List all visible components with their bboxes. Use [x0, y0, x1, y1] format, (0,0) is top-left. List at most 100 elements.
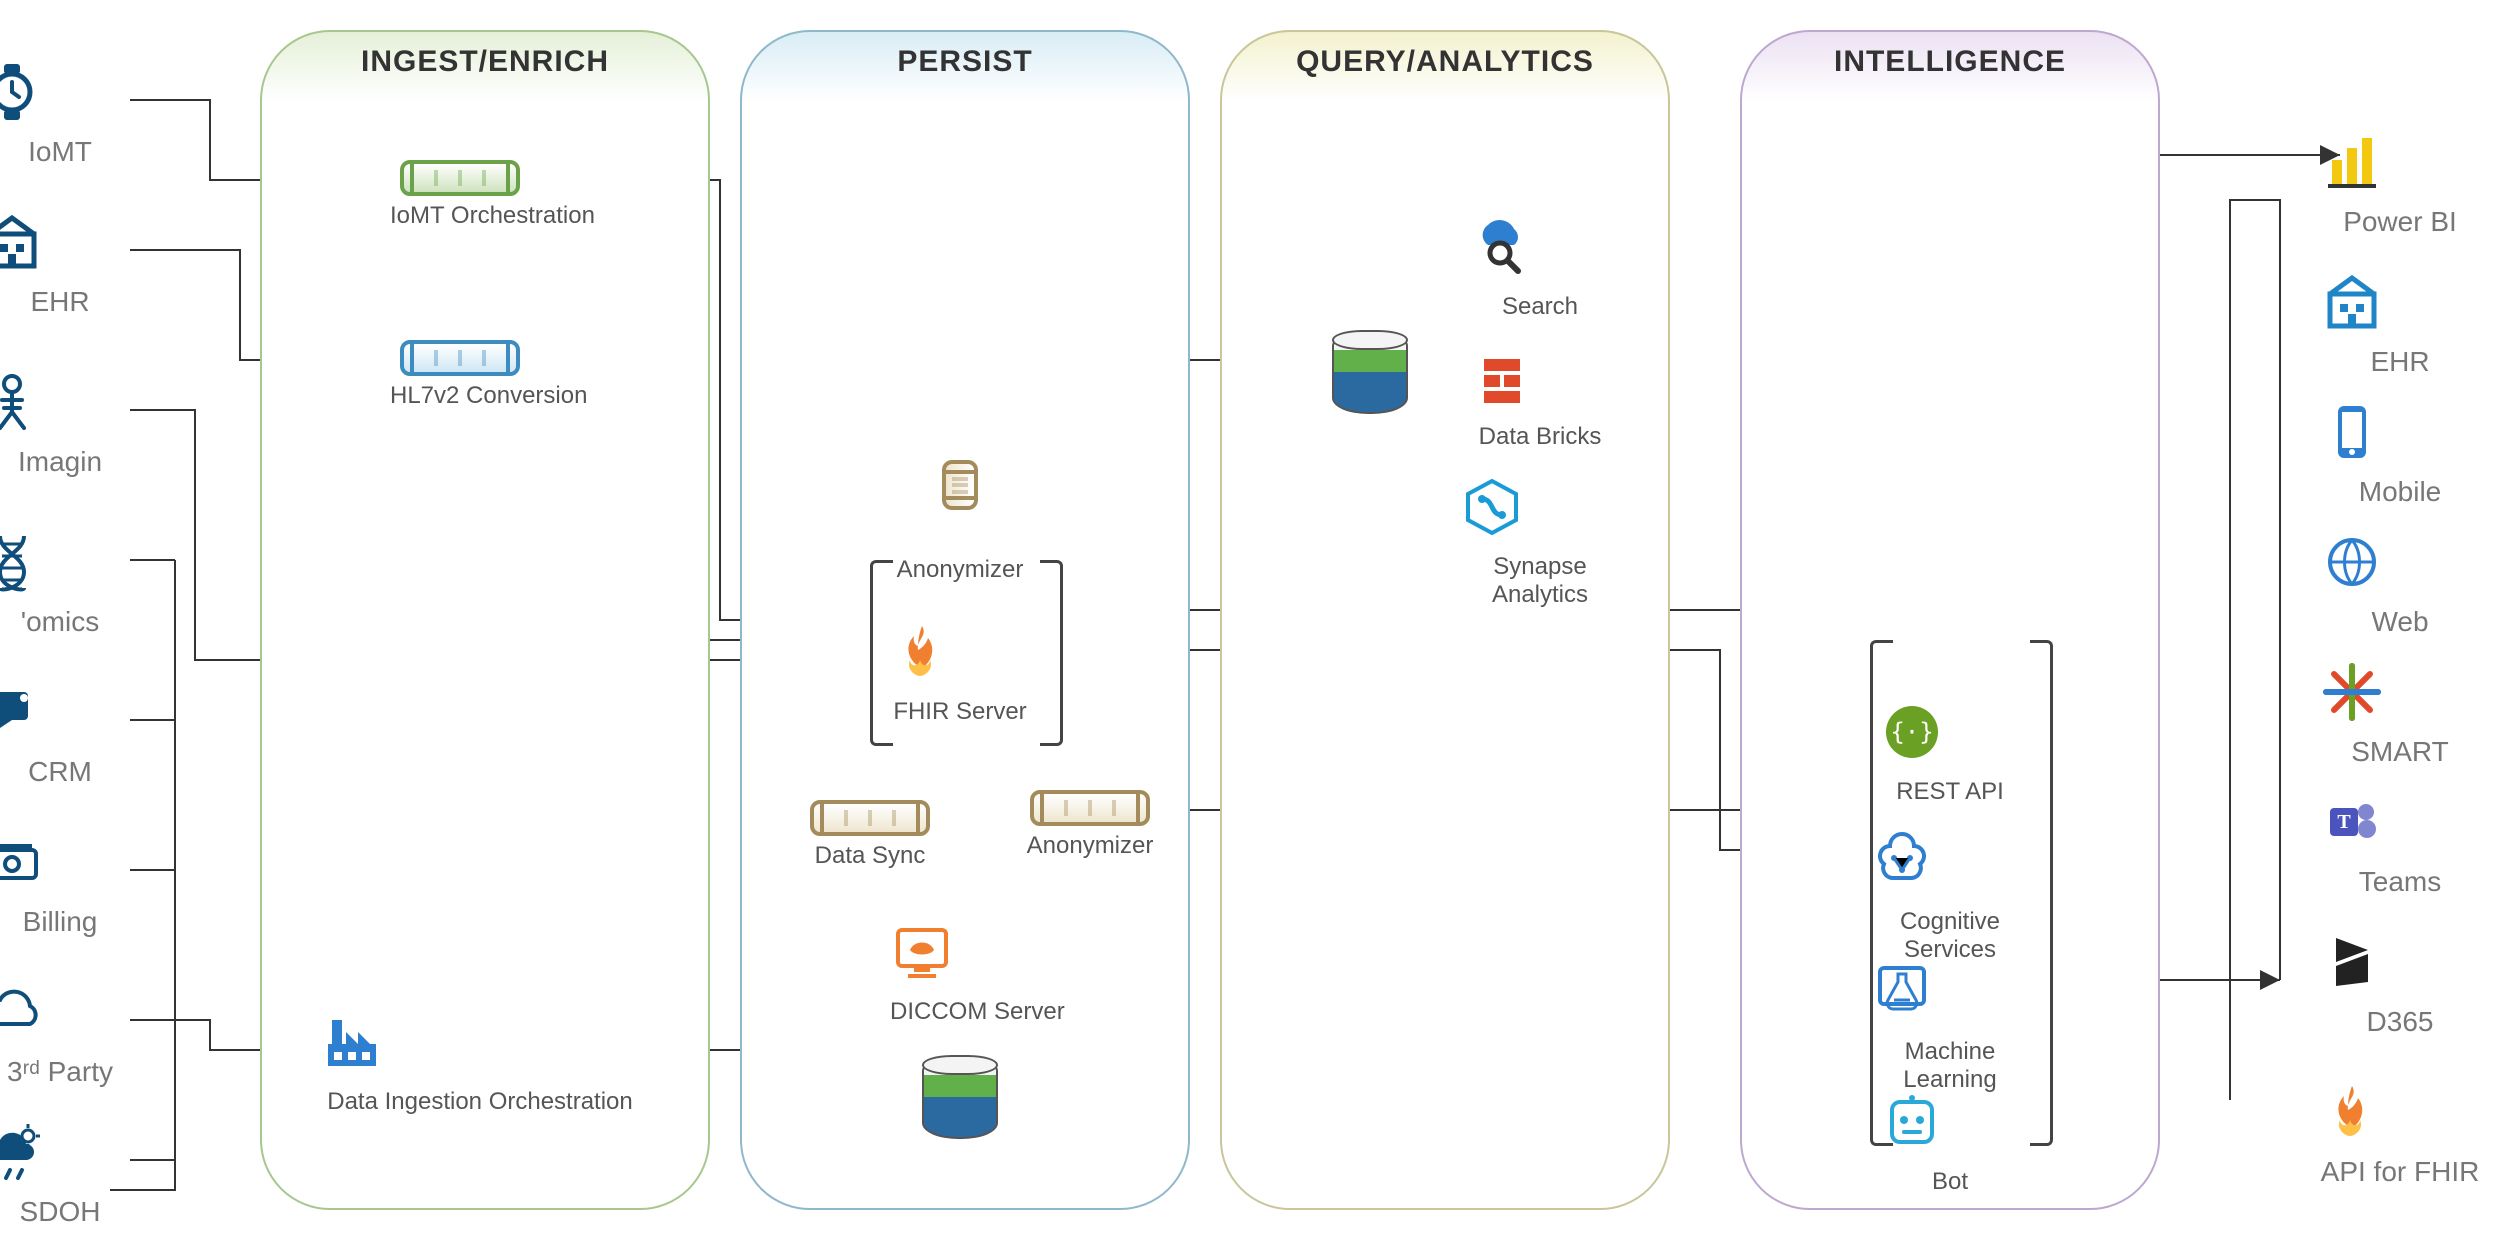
node-hl7: HL7v2 Conversion [390, 340, 530, 410]
search-icon [1504, 215, 1576, 287]
synapse-icon [1504, 475, 1576, 547]
web-icon [2365, 530, 2435, 600]
column-header: QUERY/ANALYTICS [1222, 32, 1668, 92]
factory-icon [444, 1010, 516, 1082]
d365-icon [2365, 930, 2435, 1000]
cloud-icon [25, 980, 95, 1050]
label: Web [2320, 606, 2480, 638]
sink-smart: SMART [2320, 660, 2480, 768]
sink-d365: D365 [2320, 930, 2480, 1038]
label: Anonymizer [1020, 832, 1160, 860]
label: Data Sync [800, 842, 940, 870]
sink-teams: T Teams [2320, 790, 2480, 898]
label: 3ʳᵈ Party [0, 1056, 140, 1088]
pbi-icon [2365, 130, 2435, 200]
chat-icon [25, 680, 95, 750]
label: SDOH [0, 1196, 140, 1228]
sink-pbi: Power BI [2320, 130, 2480, 238]
label: Data Bricks [1470, 423, 1610, 451]
bracket [1040, 560, 1063, 746]
fhir-icon [924, 620, 996, 692]
node-bot: Bot [1880, 1090, 2020, 1196]
label: 'omics [0, 606, 140, 638]
node-search: Search [1470, 215, 1610, 321]
label: EHR [2320, 346, 2480, 378]
label: Mobile [2320, 476, 2480, 508]
sink-ehr-r: EHR [2320, 270, 2480, 378]
brain-icon [1914, 830, 1986, 902]
db-icon [890, 1055, 1030, 1139]
node-cog: Cognitive Services [1870, 830, 2030, 963]
label: Data Ingestion Orchestration [320, 1088, 640, 1116]
label: Billing [0, 906, 140, 938]
bot-icon [1914, 1090, 1986, 1162]
node-databricks: Data Bricks [1470, 345, 1610, 451]
label: SMART [2320, 736, 2480, 768]
source-third: 3ʳᵈ Party [0, 980, 140, 1088]
queue-icon [1020, 790, 1160, 826]
sink-fhirapi: API for FHIR [2320, 1080, 2480, 1188]
source-omics: 'omics [0, 530, 140, 638]
hospital-icon [25, 210, 95, 280]
money-icon [25, 830, 95, 900]
column-header: INGEST/ENRICH [262, 32, 708, 92]
watch-icon [25, 60, 95, 130]
label: Synapse Analytics [1460, 553, 1620, 608]
source-sdoh: SDOH [0, 1120, 140, 1228]
label: EHR [0, 286, 140, 318]
edge [2230, 200, 2280, 1100]
bricks-icon [1504, 345, 1576, 417]
node-anon-bot: Anonymizer [1020, 790, 1160, 860]
label: Power BI [2320, 206, 2480, 238]
weather-icon [25, 1120, 95, 1190]
node-dio: Data Ingestion Orchestration [320, 1010, 640, 1116]
dna-icon [25, 530, 95, 600]
queue-icon [800, 800, 940, 836]
db-icon [1300, 330, 1440, 414]
teams-icon: T [2365, 790, 2435, 860]
mobile-icon [2365, 400, 2435, 470]
node-fhir: FHIR Server [890, 620, 1030, 726]
node-synapse: Synapse Analytics [1460, 475, 1620, 608]
label: Bot [1880, 1168, 2020, 1196]
column-query: QUERY/ANALYTICS [1220, 30, 1670, 1210]
label: Cognitive Services [1870, 908, 2030, 963]
label: FHIR Server [890, 698, 1030, 726]
source-iomt: IoMT [0, 60, 140, 168]
label: Anonymizer [890, 556, 1030, 584]
queue-icon [390, 160, 530, 196]
queue-icon [390, 340, 530, 376]
xray-icon [25, 370, 95, 440]
screen-icon [924, 920, 996, 992]
fhir-icon [2365, 1080, 2435, 1150]
node-anon-top: Anonymizer [890, 420, 1030, 584]
beaker-icon [1914, 960, 1986, 1032]
label: IoMT Orchestration [390, 202, 530, 230]
label: Search [1470, 293, 1610, 321]
node-datasync: Data Sync [800, 800, 940, 870]
label: Imagin [0, 446, 140, 478]
column-header: PERSIST [742, 32, 1188, 92]
node-ml: Machine Learning [1870, 960, 2030, 1093]
bracket [2030, 640, 2053, 1146]
label: REST API [1880, 778, 2020, 806]
sink-mobile: Mobile [2320, 400, 2480, 508]
hospital-icon [2365, 270, 2435, 340]
queue-v-icon [935, 420, 985, 550]
smart-icon [2365, 660, 2435, 730]
node-blob [890, 1055, 1030, 1145]
source-crm: CRM [0, 680, 140, 788]
node-diccom: DICCOM Server [890, 920, 1030, 1026]
label: CRM [0, 756, 140, 788]
label: HL7v2 Conversion [390, 382, 530, 410]
source-billing: Billing [0, 830, 140, 938]
label: Teams [2320, 866, 2480, 898]
architecture-diagram: INGEST/ENRICH PERSIST QUERY/ANALYTICS INTEL… [0, 0, 2496, 1256]
svg-text:T: T [2337, 811, 2351, 833]
label: API for FHIR [2320, 1156, 2480, 1188]
column-header: INTELLIGENCE [1742, 32, 2158, 92]
node-dlake [1300, 330, 1440, 420]
rest-icon: {·} [1914, 700, 1986, 772]
node-iomt-orch: IoMT Orchestration [390, 160, 530, 230]
label: DICCOM Server [890, 998, 1030, 1026]
